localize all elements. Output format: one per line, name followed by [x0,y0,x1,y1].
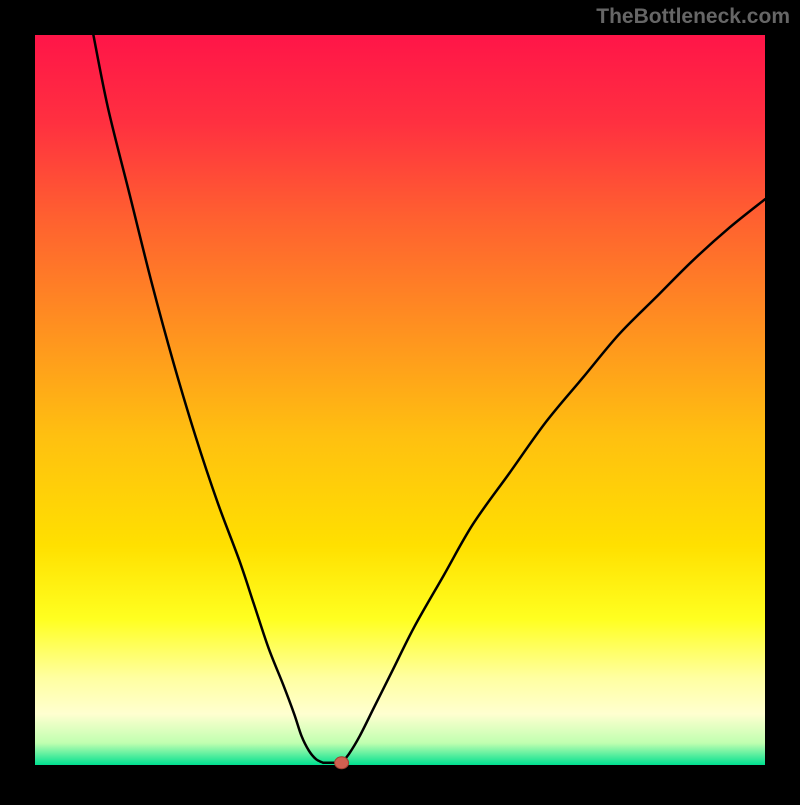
bottleneck-chart [0,0,800,800]
optimal-point-marker [335,757,349,769]
watermark-text: TheBottleneck.com [596,5,790,29]
chart-svg [0,0,800,800]
